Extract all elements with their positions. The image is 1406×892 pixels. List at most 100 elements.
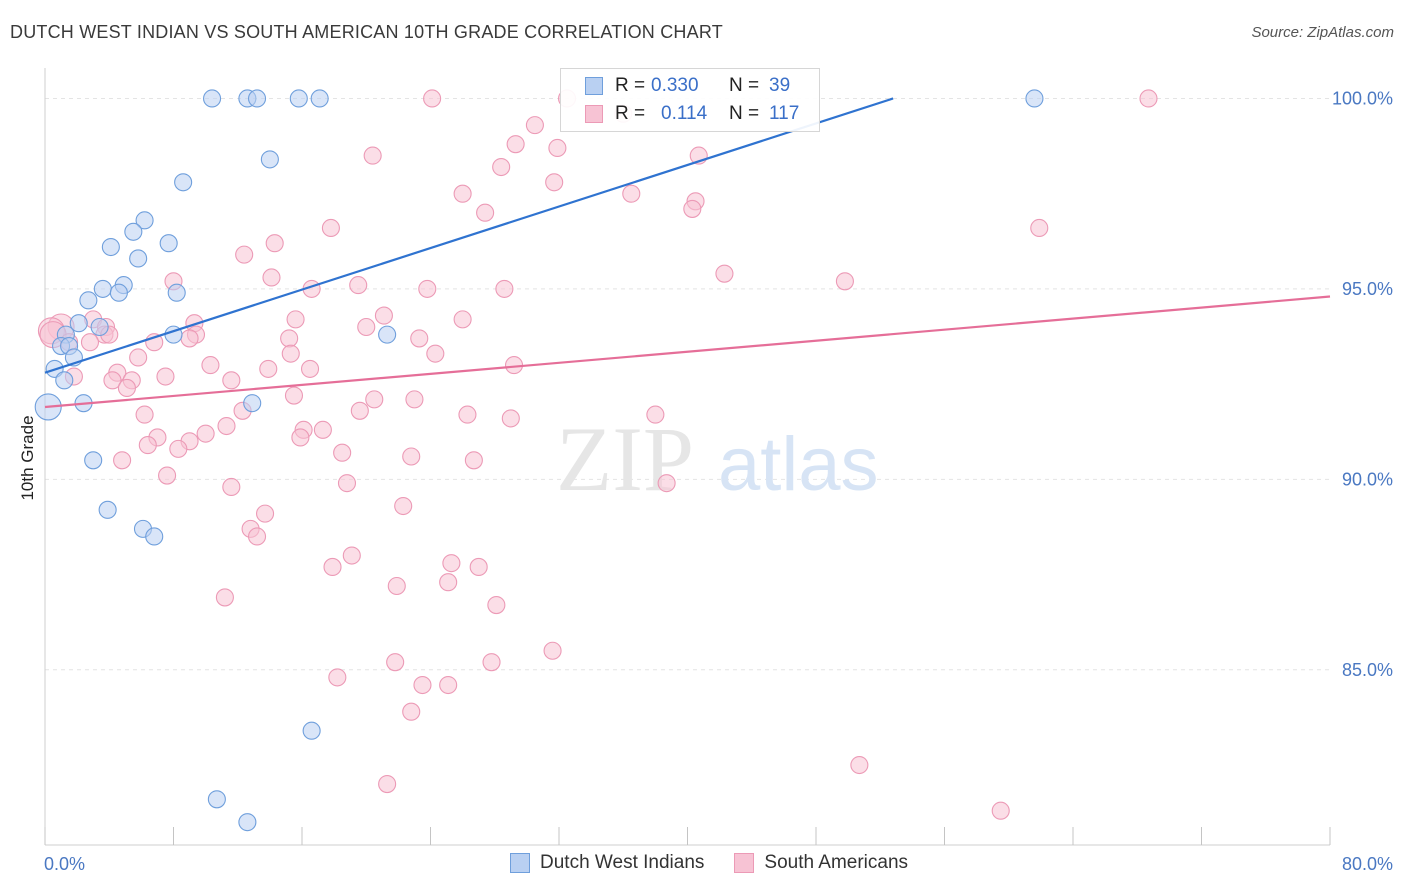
dutch-west-indian-point	[378, 325, 397, 344]
south-american-point	[495, 279, 514, 298]
dutch-west-indian-point	[69, 314, 88, 333]
dutch-west-indian-point	[109, 283, 128, 302]
dutch-west-indian-point	[289, 89, 308, 108]
trend-lines	[44, 97, 1331, 409]
series-legend: Dutch West Indians South Americans	[510, 852, 938, 874]
south-american-point	[374, 306, 393, 325]
south-american-point	[453, 310, 472, 329]
south-american-point	[646, 405, 665, 424]
legend-r-value: 0.114	[661, 103, 708, 124]
dutch-west-indian-point	[207, 790, 226, 809]
south-american-point	[196, 424, 215, 443]
south-american-point	[476, 203, 495, 222]
south-american-point	[363, 146, 382, 165]
tick-labels: 85.0% 90.0% 95.0% 100.0% 0.0% 80.0%	[44, 88, 1393, 874]
y-tick-label: 100.0%	[1332, 88, 1393, 108]
south-american-point	[291, 428, 310, 447]
legend-n-value: 39	[769, 75, 791, 96]
south-american-point	[387, 576, 406, 596]
legend-r-label: R =	[615, 103, 646, 124]
watermark: ZIP atlas	[556, 408, 879, 510]
dutch-west-indian-point	[1025, 89, 1044, 108]
legend-r-value: 0.330	[651, 75, 699, 96]
dutch-west-indian-point	[310, 89, 329, 108]
series-swatch-blue	[510, 853, 530, 873]
dutch-west-indian-point	[247, 89, 267, 108]
dutch-west-indian-point	[55, 371, 74, 390]
south-american-point	[247, 527, 267, 546]
south-american-point	[492, 157, 511, 177]
dutch-west-indian-point	[79, 291, 98, 310]
south-american-point	[217, 416, 236, 436]
south-american-point	[991, 801, 1010, 820]
south-american-point	[413, 675, 432, 695]
south-american-point	[1030, 218, 1049, 238]
legend-n-label: N =	[729, 103, 760, 124]
south-american-point	[506, 135, 525, 154]
watermark-zip: ZIP	[556, 408, 694, 510]
dutch-west-indian-point	[167, 283, 186, 302]
south-american-point	[321, 218, 340, 238]
south-american-point	[323, 557, 342, 577]
south-american-point	[117, 378, 136, 397]
south-american-point	[418, 279, 437, 298]
axes	[44, 68, 1331, 846]
dutch-west-indian-point	[93, 279, 112, 298]
south-american-point	[439, 573, 458, 592]
data-points	[34, 89, 1158, 832]
legend-swatch-pink	[585, 105, 603, 123]
south-american-point	[262, 268, 281, 287]
legend-n-label: N =	[729, 75, 760, 96]
dutch-west-indian-point	[203, 89, 222, 108]
south-american-point	[453, 184, 472, 203]
south-american-point	[222, 477, 241, 497]
dutch-west-indian-point	[135, 211, 154, 230]
dutch-west-indian-point	[159, 234, 178, 253]
south-american-point	[357, 317, 376, 337]
south-american-point	[235, 245, 254, 264]
south-american-point	[458, 405, 477, 424]
dutch-west-indian-point	[101, 237, 120, 257]
south-american-point	[386, 653, 405, 672]
south-american-point	[657, 474, 676, 493]
dutch-west-indian-point	[243, 394, 262, 413]
series-legend-label: Dutch West Indians	[540, 852, 705, 873]
south-american-point	[405, 390, 424, 409]
south-american-point	[328, 668, 347, 687]
south-american-point	[129, 348, 148, 367]
south-american-point	[683, 199, 702, 218]
dutch-west-indian-point	[238, 813, 257, 832]
south-american-point	[201, 356, 220, 375]
dutch-west-indian-point	[174, 173, 193, 192]
south-american-point	[464, 451, 483, 470]
south-american-point	[156, 367, 175, 386]
south-american-point	[402, 702, 421, 721]
legend-r-label: R =	[615, 75, 646, 96]
south-american-point	[469, 557, 488, 577]
south-american-point	[850, 755, 869, 775]
south-american-point	[349, 276, 368, 295]
south-american-point	[80, 333, 100, 352]
south-american-point	[215, 588, 234, 607]
south-american-point	[342, 546, 361, 565]
south-american-point	[482, 653, 501, 672]
south-american-point	[426, 344, 445, 363]
south-american-point	[394, 496, 413, 516]
south-american-point	[715, 264, 734, 283]
dutch-west-indian-point	[98, 500, 117, 519]
y-tick-label: 95.0%	[1342, 279, 1393, 299]
dutch-west-indian-point	[124, 222, 143, 241]
x-tick-label: 80.0%	[1342, 854, 1393, 874]
dutch-west-indian-point	[129, 249, 148, 268]
legend-row-south-americans: R = 0.114 N = 117	[585, 101, 799, 127]
south-american-point	[180, 329, 199, 348]
series-legend-item-south-americans: South Americans	[734, 852, 908, 874]
dutch-west-indian-point	[260, 150, 279, 169]
south-american-point	[365, 390, 384, 409]
south-american-point	[622, 184, 641, 203]
south-american-point	[113, 451, 132, 470]
south-american-point	[313, 420, 332, 439]
chart-title: DUTCH WEST INDIAN VS SOUTH AMERICAN 10TH…	[10, 22, 723, 42]
south-american-point	[265, 234, 284, 253]
